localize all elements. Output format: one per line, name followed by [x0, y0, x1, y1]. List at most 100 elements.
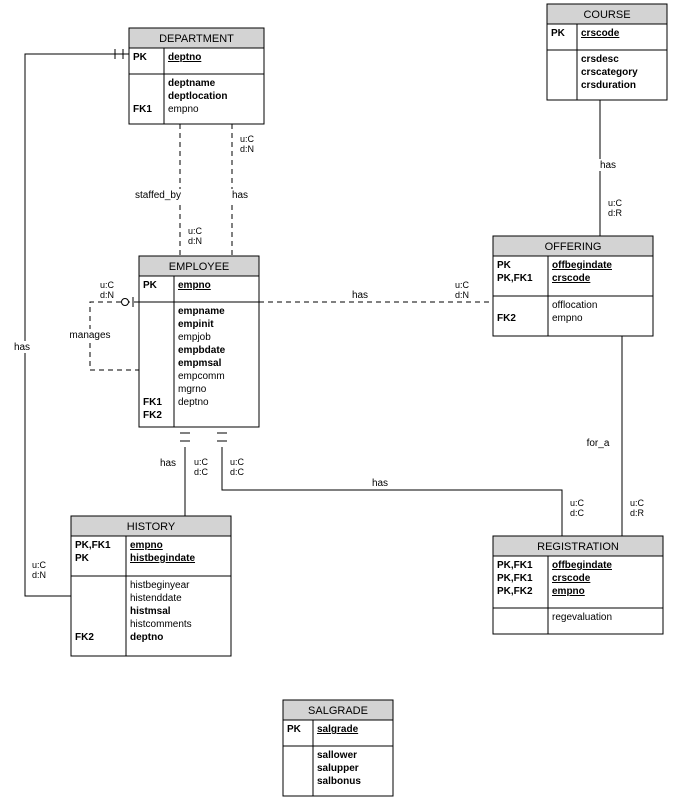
svg-text:PK: PK — [287, 724, 302, 735]
entity-employee: EMPLOYEE PK empno FK1 FK2 empname empinit empjo… — [139, 256, 259, 427]
svg-text:salupper: salupper — [317, 763, 359, 774]
svg-text:PK,FK2: PK,FK2 — [497, 586, 533, 597]
entity-offering: OFFERING PK PK,FK1 offbegindate crscode FK2 of… — [493, 236, 653, 336]
svg-text:PK: PK — [497, 260, 512, 271]
svg-text:d:C: d:C — [570, 508, 585, 518]
svg-text:u:C: u:C — [32, 560, 47, 570]
svg-text:empjob: empjob — [178, 332, 211, 343]
svg-text:has: has — [372, 478, 388, 489]
svg-text:HISTORY: HISTORY — [127, 521, 176, 533]
svg-text:empname: empname — [178, 306, 225, 317]
svg-text:has: has — [232, 190, 248, 201]
svg-text:sallower: sallower — [317, 750, 357, 761]
svg-text:FK1: FK1 — [133, 104, 152, 115]
entity-course: COURSE PK crscode crsdesc crscategory crsdura… — [547, 4, 667, 100]
svg-text:offbegindate: offbegindate — [552, 260, 612, 271]
svg-text:offbegindate: offbegindate — [552, 560, 612, 571]
svg-text:d:C: d:C — [230, 467, 245, 477]
svg-text:PK: PK — [551, 28, 566, 39]
svg-text:histmsal: histmsal — [130, 606, 171, 617]
svg-text:deptlocation: deptlocation — [168, 91, 227, 102]
svg-text:has: has — [160, 458, 176, 469]
svg-text:u:C: u:C — [630, 498, 645, 508]
svg-text:PK,FK1: PK,FK1 — [497, 273, 533, 284]
svg-text:has: has — [14, 342, 30, 353]
svg-text:empbdate: empbdate — [178, 345, 226, 356]
svg-text:SALGRADE: SALGRADE — [308, 705, 368, 717]
svg-text:empinit: empinit — [178, 319, 214, 330]
svg-text:PK,FK1: PK,FK1 — [75, 540, 111, 551]
svg-text:histbegindate: histbegindate — [130, 553, 195, 564]
svg-text:histbeginyear: histbeginyear — [130, 580, 190, 591]
svg-text:d:N: d:N — [100, 290, 114, 300]
svg-text:u:C: u:C — [188, 226, 203, 236]
svg-text:FK1: FK1 — [143, 397, 162, 408]
svg-text:d:R: d:R — [630, 508, 645, 518]
svg-text:mgrno: mgrno — [178, 384, 207, 395]
svg-text:REGISTRATION: REGISTRATION — [537, 541, 619, 553]
svg-text:u:C: u:C — [230, 457, 245, 467]
svg-text:crscategory: crscategory — [581, 67, 638, 78]
svg-text:u:C: u:C — [608, 198, 623, 208]
svg-text:u:C: u:C — [570, 498, 585, 508]
entity-registration: REGISTRATION PK,FK1 PK,FK1 PK,FK2 offbeginda… — [493, 536, 663, 634]
entity-department: DEPARTMENT PK deptno FK1 deptname deptlocatio… — [129, 28, 264, 124]
svg-text:empno: empno — [168, 104, 199, 115]
svg-text:d:N: d:N — [455, 290, 469, 300]
rel-emp_has_history: has u:Cd:C — [158, 433, 208, 530]
svg-text:manages: manages — [69, 330, 110, 341]
svg-text:crscode: crscode — [581, 28, 620, 39]
svg-text:crsduration: crsduration — [581, 80, 636, 91]
svg-text:u:C: u:C — [455, 280, 470, 290]
svg-text:PK: PK — [75, 553, 90, 564]
svg-text:d:N: d:N — [32, 570, 46, 580]
svg-text:empno: empno — [178, 280, 211, 291]
rel-offering_for_registration: for_a u:Cd:R — [583, 322, 645, 554]
svg-text:empmsal: empmsal — [178, 358, 222, 369]
svg-text:PK: PK — [143, 280, 158, 291]
svg-text:PK: PK — [133, 52, 148, 63]
rel-dept_has_emp: has u:Cd:N — [227, 107, 255, 274]
svg-text:PK,FK1: PK,FK1 — [497, 573, 533, 584]
rel-emp_has_registration: hasu:Cd:Cu:Cd:C — [217, 433, 585, 554]
svg-text:u:C: u:C — [194, 457, 209, 467]
svg-text:deptname: deptname — [168, 78, 216, 89]
er-diagram: staffed_byu:Cd:Nhasu:Cd:Nmanagesu:Cd:Nha… — [0, 0, 690, 803]
svg-text:salbonus: salbonus — [317, 776, 361, 787]
svg-text:d:C: d:C — [194, 467, 209, 477]
svg-text:offlocation: offlocation — [552, 300, 597, 311]
svg-text:FK2: FK2 — [497, 313, 516, 324]
svg-text:crsdesc: crsdesc — [581, 54, 619, 65]
svg-text:has: has — [352, 290, 368, 301]
svg-text:salgrade: salgrade — [317, 724, 359, 735]
entity-history: HISTORYPK,FK1PKempnohistbegindateFK2hist… — [71, 516, 231, 656]
svg-text:COURSE: COURSE — [583, 9, 630, 21]
svg-text:deptno: deptno — [178, 397, 209, 408]
svg-text:EMPLOYEE: EMPLOYEE — [169, 261, 230, 273]
svg-text:empno: empno — [552, 586, 585, 597]
rel-dept_staffed_emp: staffed_byu:Cd:N — [130, 107, 203, 274]
svg-text:deptno: deptno — [168, 52, 201, 63]
svg-text:crscode: crscode — [552, 273, 591, 284]
rel-course_has_offering: hasu:Cd:R — [595, 86, 623, 254]
svg-text:regevaluation: regevaluation — [552, 612, 612, 623]
svg-text:histcomments: histcomments — [130, 619, 192, 630]
svg-text:u:C: u:C — [100, 280, 115, 290]
svg-text:empno: empno — [552, 313, 583, 324]
svg-text:deptno: deptno — [130, 632, 163, 643]
svg-text:u:C: u:C — [240, 134, 255, 144]
svg-text:OFFERING: OFFERING — [545, 241, 602, 253]
svg-text:FK2: FK2 — [143, 410, 162, 421]
svg-text:histenddate: histenddate — [130, 593, 182, 604]
rel-emp_has_offering: has u:Cd:N — [242, 280, 511, 307]
svg-text:crscode: crscode — [552, 573, 591, 584]
svg-text:PK,FK1: PK,FK1 — [497, 560, 533, 571]
svg-text:FK2: FK2 — [75, 632, 94, 643]
svg-text:d:N: d:N — [188, 236, 202, 246]
svg-text:d:N: d:N — [240, 144, 254, 154]
entity-salgrade: SALGRADE PK salgrade sallower salupper salbon… — [283, 700, 393, 796]
svg-text:d:R: d:R — [608, 208, 623, 218]
svg-text:empcomm: empcomm — [178, 371, 225, 382]
svg-text:for_a: for_a — [587, 438, 610, 449]
svg-text:DEPARTMENT: DEPARTMENT — [159, 33, 234, 45]
